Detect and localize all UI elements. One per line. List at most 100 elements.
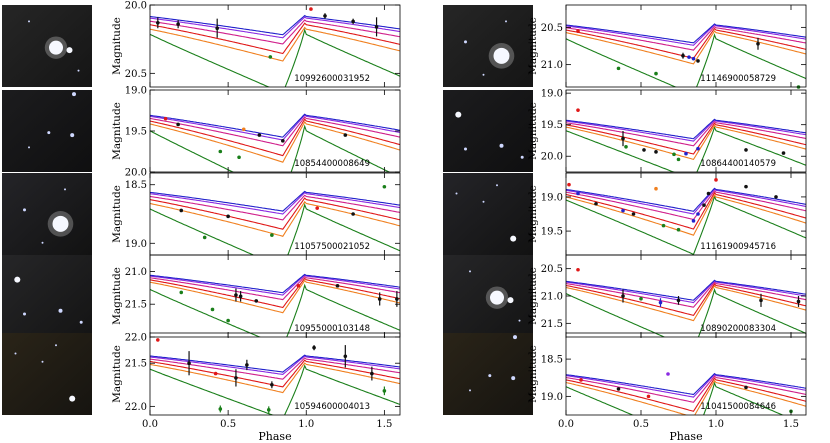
- star: [505, 20, 507, 23]
- data-point: [382, 389, 387, 393]
- model-curve: [150, 22, 400, 55]
- y-tick-label: 22.0: [125, 402, 147, 413]
- star: [464, 147, 467, 151]
- thumbnail-image: [443, 5, 533, 87]
- model-curve: [566, 188, 806, 215]
- model-curve: [566, 119, 806, 142]
- object-id-label: 10594600004013: [294, 402, 370, 412]
- data-point: [234, 376, 238, 380]
- data-point: [202, 235, 207, 240]
- y-axis-label: Magnitude: [111, 17, 123, 75]
- data-point: [238, 294, 243, 299]
- y-tick-label: 20.0: [125, 168, 147, 179]
- star: [464, 40, 467, 44]
- star: [23, 312, 26, 316]
- star: [455, 111, 462, 118]
- model-curve: [150, 355, 400, 375]
- star: [499, 143, 504, 148]
- model-curve: [566, 120, 806, 147]
- star: [64, 188, 66, 191]
- object-id-label: 11146900058729: [700, 74, 776, 84]
- data-point: [666, 372, 670, 376]
- plot-frame: [565, 89, 807, 173]
- data-point: [696, 59, 700, 63]
- model-curve: [150, 16, 400, 39]
- data-point: [576, 29, 580, 33]
- model-curve: [150, 203, 400, 255]
- x-tick-label: 0.0: [558, 419, 574, 430]
- model-curve: [150, 277, 400, 309]
- object-id-label: 10854400008649: [294, 159, 370, 169]
- data-point: [315, 206, 319, 210]
- star: [23, 208, 26, 212]
- model-curve: [566, 24, 806, 46]
- model-curve: [566, 372, 806, 396]
- object-id-label: 10955000103148: [294, 324, 370, 334]
- star: [496, 184, 498, 187]
- data-point: [567, 182, 571, 187]
- thumbnail-image: [443, 173, 533, 255]
- y-tick-label: 20.5: [125, 69, 147, 80]
- data-point: [616, 387, 621, 391]
- data-point: [374, 25, 379, 29]
- model-curves: [566, 23, 806, 87]
- data-point: [691, 219, 696, 223]
- model-curves: [150, 354, 400, 415]
- x-tick-label: 0.5: [633, 419, 649, 430]
- data-point: [576, 267, 580, 272]
- model-curve: [566, 381, 784, 415]
- y-tick-label: 19.5: [541, 227, 563, 238]
- model-curves: [566, 279, 806, 337]
- data-point: [241, 127, 246, 132]
- model-curve: [566, 281, 806, 308]
- thumbnail-image: [2, 255, 92, 337]
- data-point: [676, 157, 681, 162]
- model-curves: [150, 14, 400, 87]
- data-point: [579, 378, 583, 382]
- plot-frame: [149, 4, 401, 88]
- data-point: [681, 53, 685, 58]
- y-tick-label: 21.5: [541, 319, 563, 330]
- star: [511, 376, 516, 381]
- data-point: [781, 151, 786, 155]
- star: [58, 308, 63, 313]
- model-curves: [150, 190, 400, 255]
- data-point: [631, 212, 636, 216]
- plot-frame: [565, 332, 807, 416]
- data-point: [312, 345, 316, 350]
- star: [14, 352, 17, 355]
- model-curve: [150, 283, 400, 337]
- model-curves: [150, 113, 400, 172]
- y-axis-label: Magnitude: [527, 185, 539, 243]
- star: [55, 344, 57, 347]
- star: [52, 215, 69, 232]
- model-curve: [150, 192, 400, 215]
- model-curve: [150, 28, 400, 87]
- star: [28, 146, 30, 149]
- y-tick-label: 21.0: [541, 60, 563, 71]
- model-curve: [150, 359, 400, 388]
- model-curve: [150, 357, 400, 380]
- model-curve: [150, 194, 400, 221]
- model-curve: [150, 362, 400, 394]
- star: [469, 270, 471, 273]
- x-tick-label: 1.0: [298, 419, 314, 430]
- star: [490, 290, 504, 305]
- data-point: [335, 284, 340, 288]
- data-point: [654, 186, 658, 191]
- model-curve: [150, 124, 391, 172]
- data-point: [661, 223, 666, 228]
- model-curves: [566, 118, 806, 172]
- model-curve: [150, 116, 400, 147]
- y-axis-label: Magnitude: [527, 345, 539, 403]
- object-id-label: 11161900945716: [700, 242, 776, 252]
- y-tick-label: 21.5: [125, 300, 147, 311]
- data-point: [621, 136, 625, 141]
- star: [518, 319, 521, 322]
- data-point: [176, 122, 180, 127]
- data-point: [210, 307, 215, 312]
- model-curve: [150, 114, 400, 141]
- data-point: [696, 146, 700, 151]
- plot-frame: [149, 254, 401, 338]
